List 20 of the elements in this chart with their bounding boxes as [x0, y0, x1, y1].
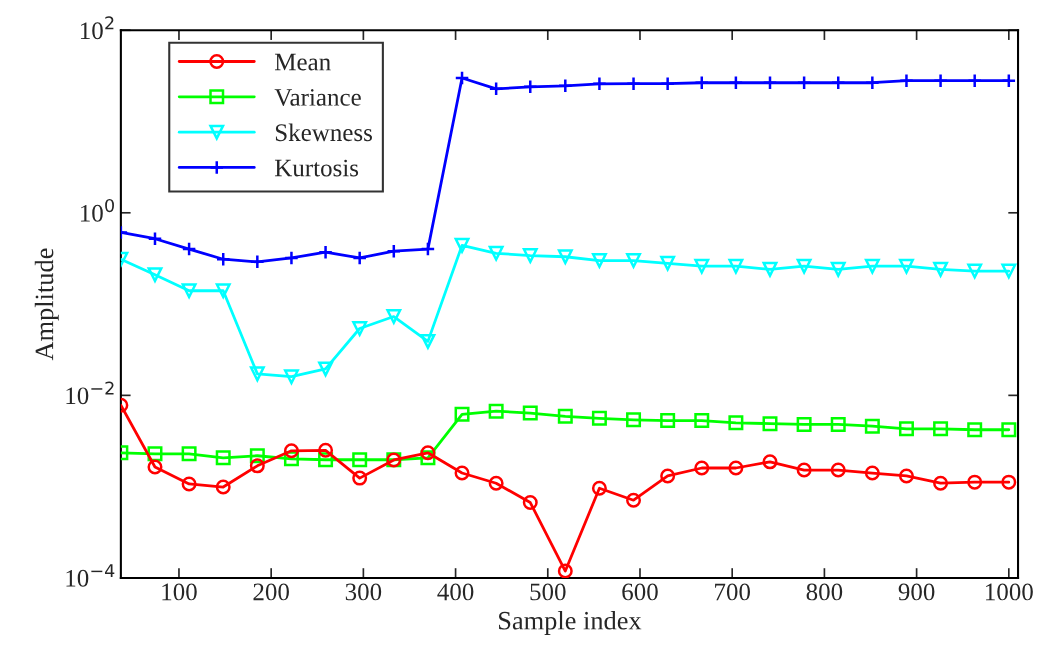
y-tick-label: 10$^{0}$: [80, 198, 114, 222]
x-tick-label: 400: [437, 583, 474, 601]
x-tick-label: 500: [530, 583, 566, 601]
y-tick-label: 10$^{−4}$: [66, 564, 115, 587]
x-tick-label: 1000: [986, 583, 1033, 601]
x-tick-label: 300: [345, 583, 382, 601]
x-tick-label: 100: [162, 583, 197, 601]
legend-label: Skewness: [275, 123, 372, 142]
legend-label: Variance: [274, 89, 361, 106]
x-tick-label: 600: [622, 583, 658, 601]
x-tick-label: 200: [253, 583, 289, 601]
x-tick-label: 900: [898, 583, 935, 601]
legend-label: Kurtosis: [274, 159, 359, 177]
x-axis-title: Sample index: [499, 611, 642, 635]
y-tick-label: 10$^{2}$: [80, 16, 114, 40]
y-axis-title: Amplitude: [34, 248, 59, 361]
legend-label: Mean: [274, 53, 331, 71]
x-tick-label: 700: [715, 583, 750, 601]
x-tick-label: 800: [806, 583, 843, 601]
y-tick-label: 10$^{−2}$: [66, 381, 114, 405]
